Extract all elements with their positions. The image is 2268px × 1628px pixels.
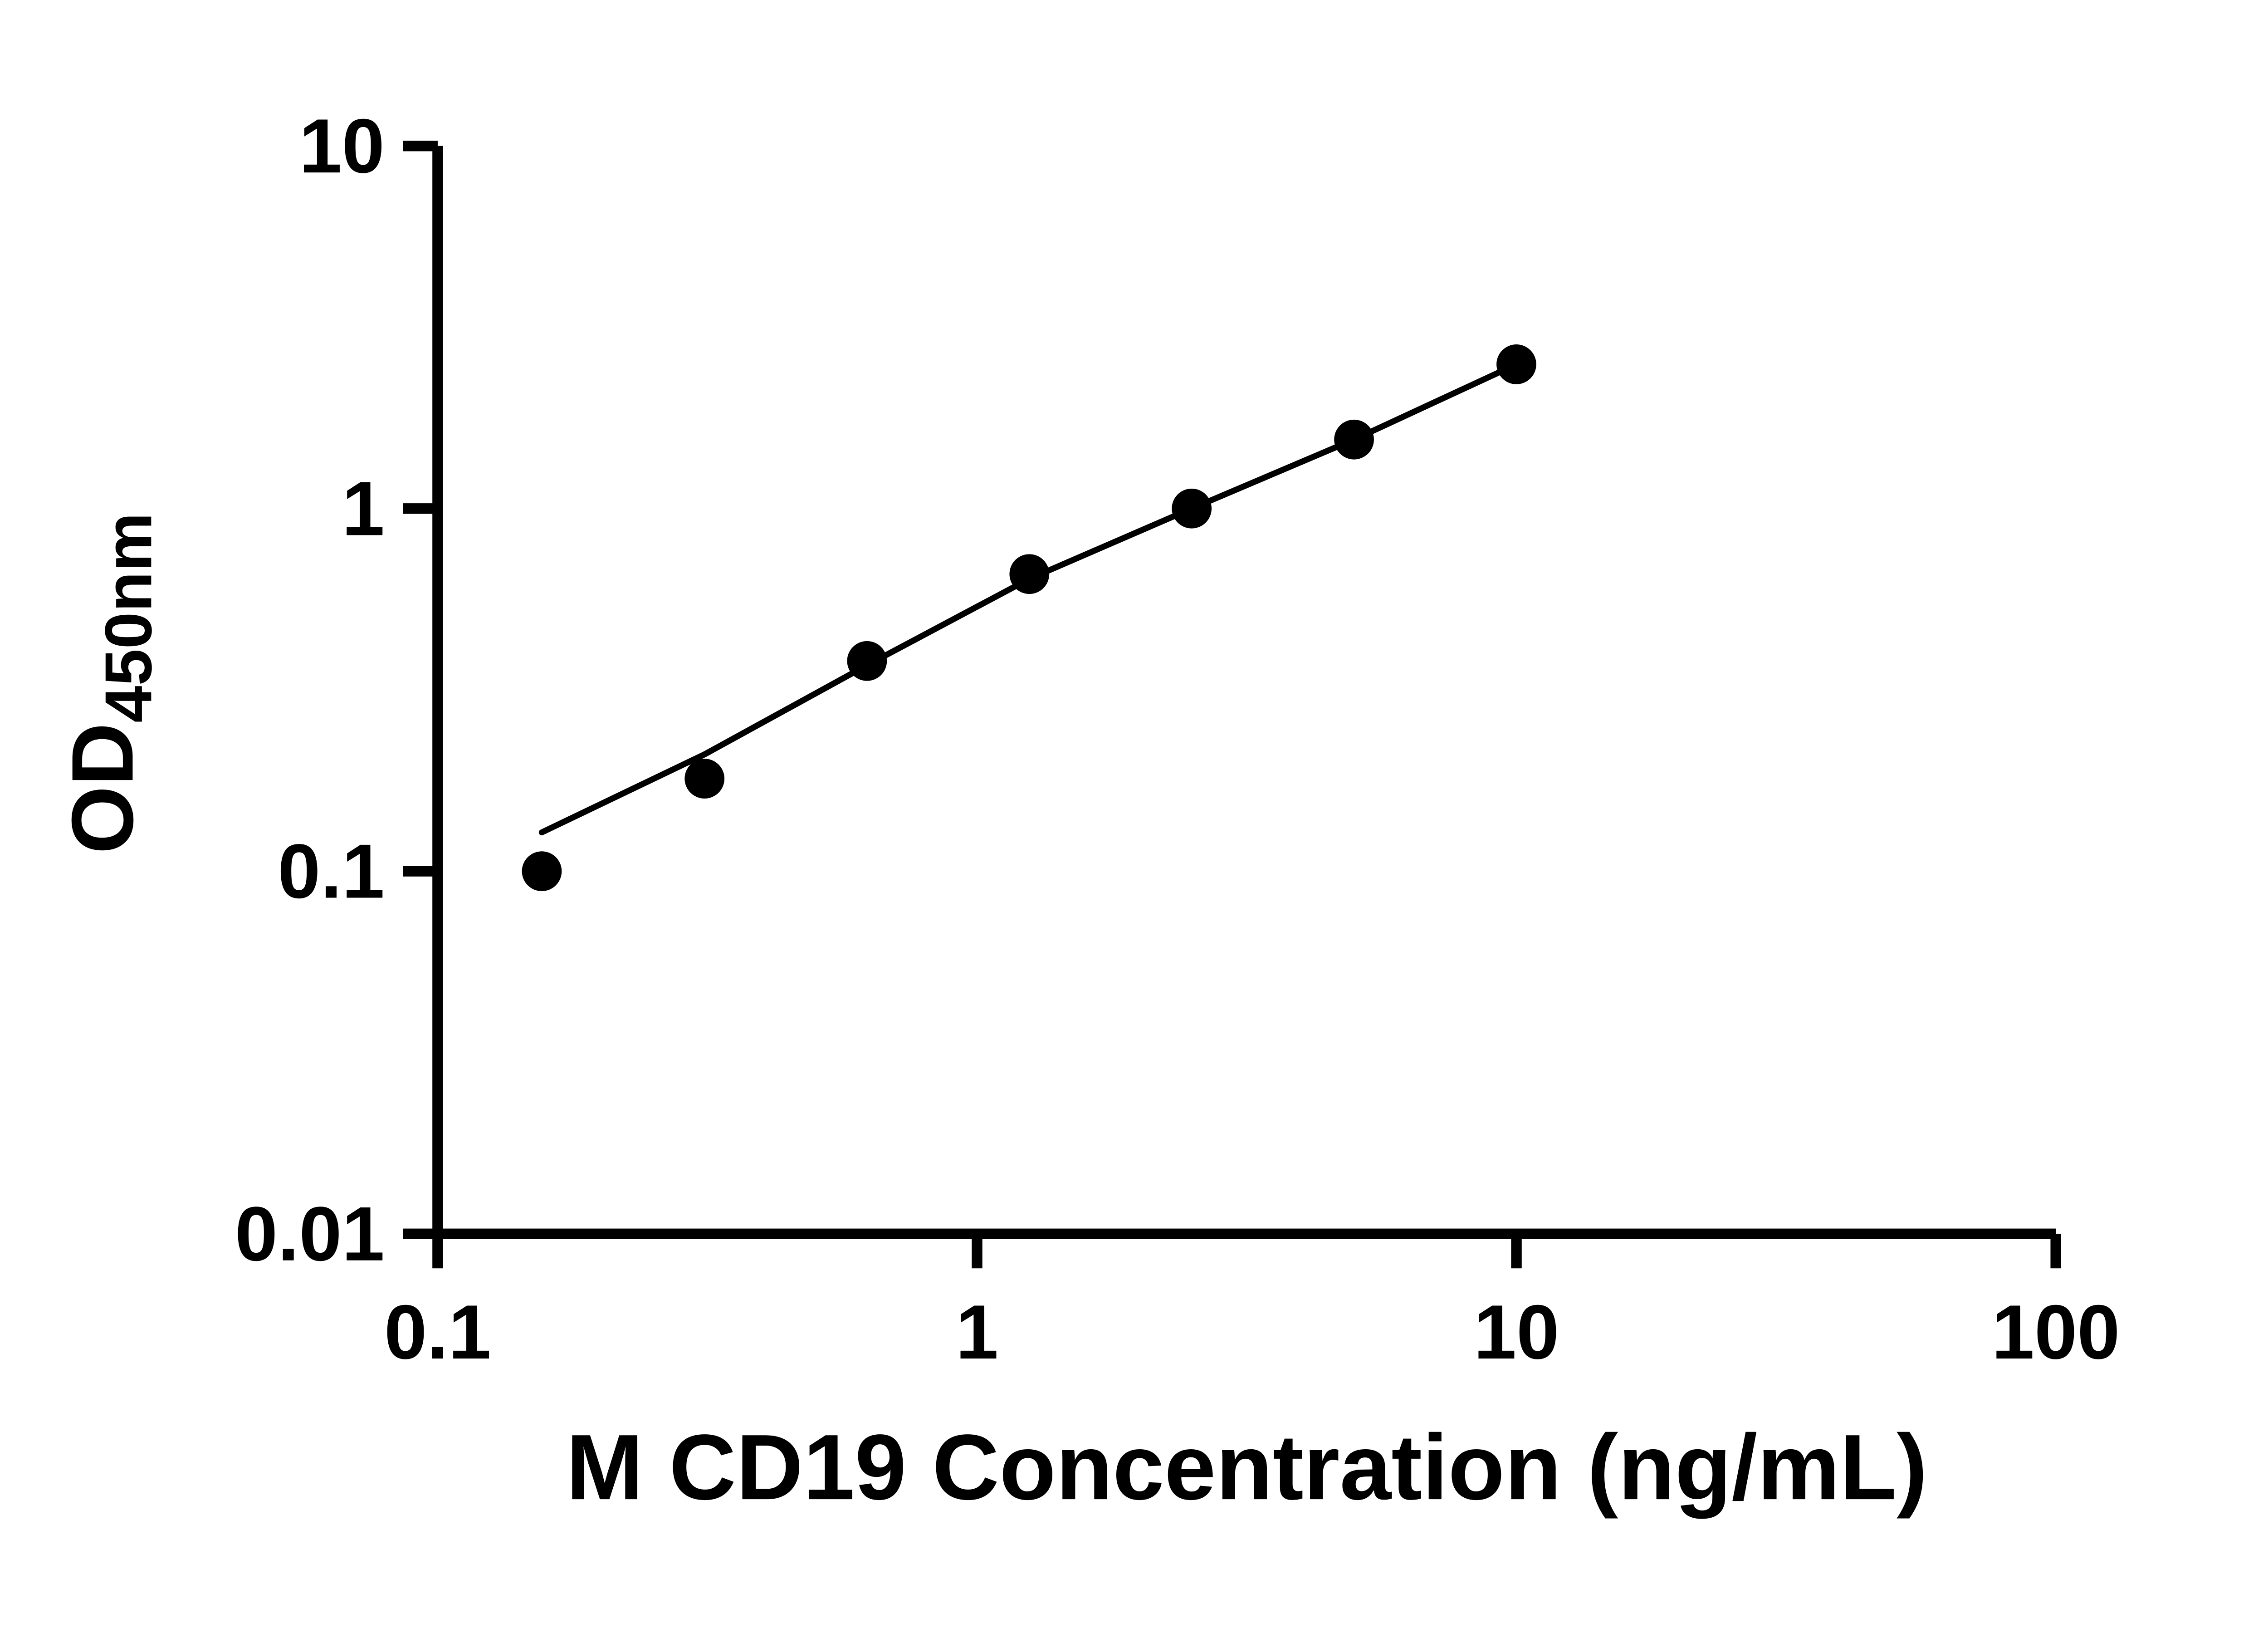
y-tick-label: 0.01 [235, 1191, 385, 1277]
y-axis-title-sub: 450nm [91, 513, 165, 723]
y-tick-label: 0.1 [278, 828, 385, 914]
x-axis-title: M CD19 Concentration (ng/mL) [566, 1416, 1928, 1519]
data-point [1334, 419, 1374, 460]
x-tick-label: 0.1 [384, 1289, 491, 1375]
axis-lines [432, 146, 2056, 1239]
y-tick-label: 1 [342, 465, 385, 551]
data-point [1009, 554, 1050, 594]
data-point [847, 641, 887, 681]
y-axis-title-main: OD [53, 723, 151, 854]
data-point [522, 851, 562, 892]
chart-svg: 0.1 1 10 100 10 1 0.1 0.01 M CD19 Concentration… [53, 103, 2120, 1519]
data-point [684, 759, 725, 799]
data-point [1496, 344, 1536, 384]
x-tick-label: 100 [1992, 1289, 2120, 1375]
y-axis-title: OD450nm [53, 513, 165, 854]
axes-group: 0.1 1 10 100 10 1 0.1 0.01 [235, 103, 2120, 1375]
x-tick-label: 10 [1474, 1289, 1559, 1375]
data-point [1172, 488, 1212, 529]
x-tick-label: 1 [956, 1289, 998, 1375]
plot-group [522, 344, 1536, 892]
y-tick-label: 10 [299, 103, 385, 189]
standard-curve-chart: 0.1 1 10 100 10 1 0.1 0.01 M CD19 Concentration… [53, 103, 2120, 1520]
